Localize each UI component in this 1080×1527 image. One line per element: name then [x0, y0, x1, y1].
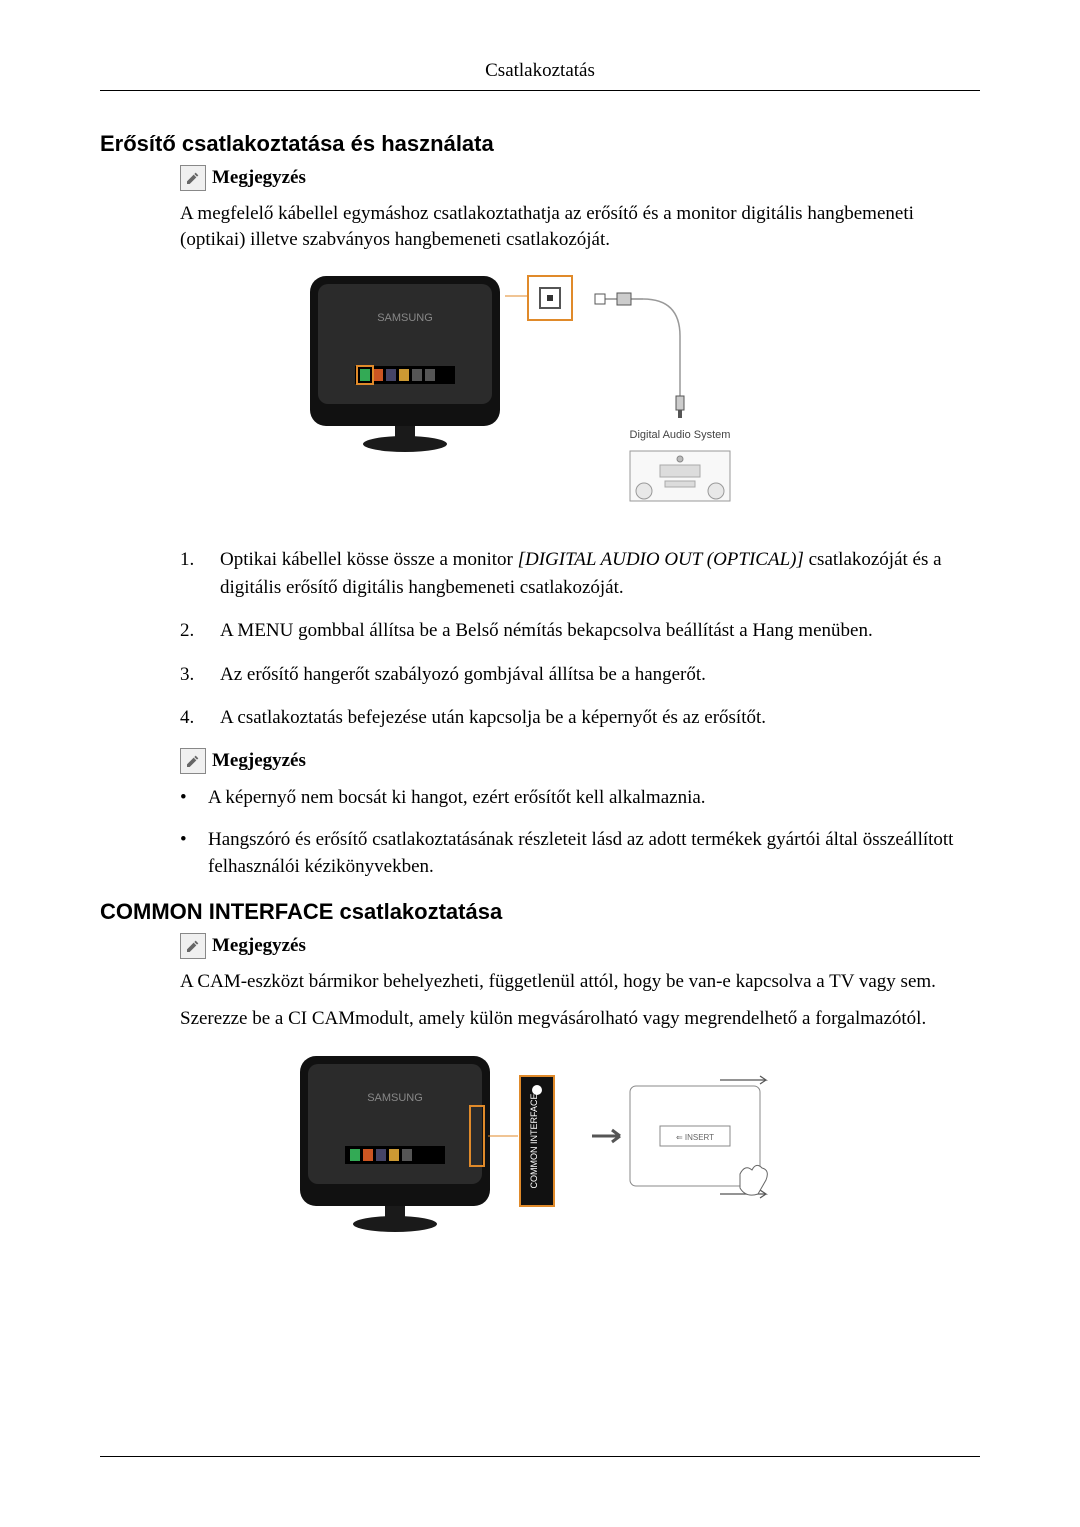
step-text-pre: Az erősítő hangerőt szabályozó gombjával… [220, 664, 706, 685]
section2-heading: COMMON INTERFACE csatlakoztatása [100, 899, 980, 925]
list-item: A csatlakoztatás befejezése után kapcsol… [180, 704, 980, 732]
list-item: Az erősítő hangerőt szabályozó gombjával… [180, 661, 980, 689]
svg-text:⇐ INSERT: ⇐ INSERT [676, 1133, 714, 1142]
list-item: A MENU gombbal állítsa be a Belső némítá… [180, 617, 980, 645]
section2-para1: A CAM-eszközt bármikor behelyezheti, füg… [180, 969, 980, 995]
monitor-brand-text: SAMSUNG [377, 312, 433, 324]
note-label: Megjegyzés [212, 750, 306, 772]
figure-amplifier-connection: SAMSUNG [100, 266, 980, 526]
monitor-brand-text: SAMSUNG [367, 1092, 423, 1104]
note-row: Megjegyzés [180, 748, 980, 774]
section1-steps: Optikai kábellel kösse össze a monitor [… [180, 546, 980, 732]
pencil-icon [180, 748, 206, 774]
step-text-pre: Optikai kábellel kösse össze a monitor [220, 549, 518, 570]
step-text-italic: [DIGITAL AUDIO OUT (OPTICAL)] [518, 549, 804, 570]
list-item: Hangszóró és erősítő csatlakoztatásának … [180, 826, 980, 881]
list-item: Optikai kábellel kösse össze a monitor [… [180, 546, 980, 601]
note-label: Megjegyzés [212, 935, 306, 957]
note-row: Megjegyzés [180, 165, 980, 191]
step-text-pre: A csatlakoztatás befejezése után kapcsol… [220, 707, 766, 728]
step-text-pre: A MENU gombbal állítsa be a Belső némítá… [220, 620, 873, 641]
page-header-title: Csatlakoztatás [100, 60, 980, 91]
footer-rule [100, 1456, 980, 1457]
pencil-icon [180, 165, 206, 191]
figure-common-interface: SAMSUNG COMMON INTERFACE [100, 1046, 980, 1246]
bullet-text: Hangszóró és erősítő csatlakoztatásának … [208, 826, 980, 881]
note-label: Megjegyzés [212, 167, 306, 189]
bullet-text: A képernyő nem bocsát ki hangot, ezért e… [208, 784, 706, 812]
ci-slot-label: COMMON INTERFACE [529, 1093, 539, 1188]
list-item: A képernyő nem bocsát ki hangot, ezért e… [180, 784, 980, 812]
section1-heading: Erősítő csatlakoztatása és használata [100, 131, 980, 157]
section1-bullets: A képernyő nem bocsát ki hangot, ezért e… [180, 784, 980, 881]
section2-para2: Szerezze be a CI CAMmodult, amely külön … [180, 1006, 980, 1032]
note-row: Megjegyzés [180, 933, 980, 959]
pencil-icon [180, 933, 206, 959]
section1-intro: A megfelelő kábellel egymáshoz csatlakoz… [180, 201, 980, 252]
digital-audio-label: Digital Audio System [630, 429, 731, 441]
